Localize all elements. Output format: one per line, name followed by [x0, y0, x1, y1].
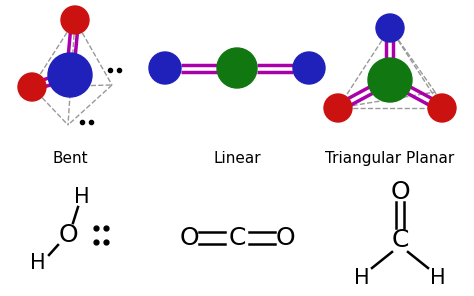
Circle shape: [324, 94, 352, 122]
Text: O: O: [58, 223, 78, 247]
Circle shape: [61, 6, 89, 34]
Circle shape: [293, 52, 325, 84]
Text: Bent: Bent: [52, 150, 88, 165]
Text: H: H: [354, 268, 370, 288]
Circle shape: [376, 14, 404, 42]
Text: O: O: [179, 226, 199, 250]
Text: C: C: [228, 226, 246, 250]
Text: O: O: [275, 226, 295, 250]
Circle shape: [149, 52, 181, 84]
Text: H: H: [430, 268, 446, 288]
Text: Linear: Linear: [213, 150, 261, 165]
Text: O: O: [390, 180, 410, 204]
Text: Triangular Planar: Triangular Planar: [325, 150, 455, 165]
Text: H: H: [74, 187, 90, 207]
Circle shape: [428, 94, 456, 122]
Circle shape: [48, 53, 92, 97]
Circle shape: [18, 73, 46, 101]
Text: C: C: [392, 228, 409, 252]
Circle shape: [217, 48, 257, 88]
Text: H: H: [30, 253, 46, 273]
Circle shape: [368, 58, 412, 102]
